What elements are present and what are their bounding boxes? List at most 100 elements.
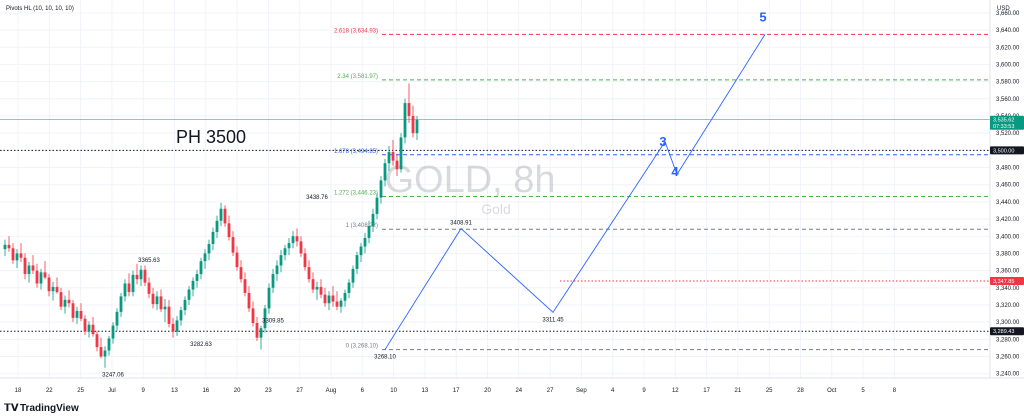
candle-body [227,223,231,238]
candle-body [135,274,139,280]
tradingview-logo-mark: 𝗧𝗩 [4,403,19,414]
y-tick-label: 3,620.00 [996,45,1020,51]
candle-body [151,293,155,305]
candle-body [107,338,111,351]
candle-body [395,160,399,170]
candle-body [247,292,251,309]
x-tick-label: 5 [861,388,865,394]
pivot-label: 3311.45 [542,317,564,323]
x-tick-label: Aug [326,388,337,394]
x-tick-label: 8 [893,388,897,394]
x-tick-label: 27 [547,388,554,394]
watermark-subtitle: Gold [481,201,511,217]
candle-body [331,295,335,302]
x-tick-label: 4 [611,388,615,394]
candle-body [203,253,207,262]
pivot-label: 3309.85 [262,319,284,325]
candle-body [191,280,195,290]
candle-body [231,237,235,253]
candle-body [147,282,151,294]
candle-body [23,257,27,275]
tradingview-brand: TradingView [20,403,79,414]
currency-label: USD [997,6,1010,12]
candle-body [387,152,391,164]
candle-body [143,269,147,283]
candle-body [343,292,347,301]
price-tag-label: 3,289.43 [993,329,1014,335]
candle-body [235,252,239,268]
x-tick-label: 10 [390,388,397,394]
candle-body [399,137,403,170]
time-axis[interactable]: 18 22 25 Jul 9 13 16 20 23 27 Aug 6 10 13 17 20 24 27 Sep 4… [15,388,897,394]
wave-label: 4 [671,164,679,179]
candle-body [375,197,379,214]
price-tag [990,115,1024,130]
candle-body [259,328,263,338]
fib-levels: 2.618 (3,634.93) 2.34 (3,581.97) 1.678 (3,… [0,28,990,351]
fib-level-label: 1.678 (3,494.85) [334,149,378,155]
candle-body [363,237,367,247]
candle-body [315,286,319,290]
candle-body [3,244,7,250]
price-tag [990,146,1024,155]
y-tick-label: 3,400.00 [996,234,1020,240]
pivot-label: 3282.63 [190,342,212,348]
x-tick-label: 23 [265,388,272,394]
candle-body [115,311,119,326]
y-tick-label: 3,640.00 [996,28,1020,34]
x-tick-label: 13 [422,388,429,394]
candle-body [311,279,315,290]
candle-body [347,282,351,293]
pivot-label: 3365.63 [138,258,160,264]
candle-body [371,213,375,226]
price-tag-countdown: 07:33:53 [993,124,1014,130]
fib-level-label: 2.618 (3,634.93) [334,28,378,34]
candle-body [379,180,383,198]
candle-body [215,220,219,232]
candle-body [87,324,91,332]
tradingview-logo[interactable]: 𝗧𝗩 TradingView [4,403,79,414]
watermark-title: GOLD, 8h [384,159,555,201]
candle-body [359,246,363,256]
candle-body [223,208,227,224]
candle-body [187,289,191,300]
x-tick-label: 16 [202,388,209,394]
y-tick-label: 3,380.00 [996,251,1020,257]
candle-body [327,295,331,304]
candle-body [295,236,299,242]
indicator-legend[interactable]: Pivots HL (10, 10, 10, 10) [6,6,74,12]
candle-body [319,286,323,295]
candle-body [35,270,39,284]
candle-body [171,323,175,332]
wave-label: 3 [659,134,666,149]
fib-level-label: 0 (3,268.10) [346,344,378,350]
candle-body [283,248,287,256]
candle-body [255,323,259,338]
x-tick-label: 12 [672,388,679,394]
candle-body [55,286,59,293]
x-tick-label: 17 [703,388,710,394]
y-tick-label: 3,280.00 [996,337,1020,343]
candle-body [43,272,47,278]
x-tick-label: 9 [142,388,146,394]
symbol-watermark: GOLD, 8h Gold [384,159,555,217]
candle-body [75,310,79,318]
candle-body [27,265,31,275]
candle-body [15,253,19,261]
candle-body [415,119,419,134]
elliott-waves: 34 5 [384,9,767,350]
x-tick-label: 28 [797,388,804,394]
candle-body [51,286,55,292]
candle-body [211,231,215,244]
candle-body [19,253,23,258]
x-tick-label: 9 [642,388,646,394]
pivot-label: 3247.06 [102,373,124,379]
y-tick-label: 3,300.00 [996,320,1020,326]
candle-body [239,267,243,280]
y-tick-label: 3,420.00 [996,217,1020,223]
candle-body [355,255,359,269]
fib-level-label: 1 (3,408.22) [346,223,378,229]
candle-body [179,310,183,321]
